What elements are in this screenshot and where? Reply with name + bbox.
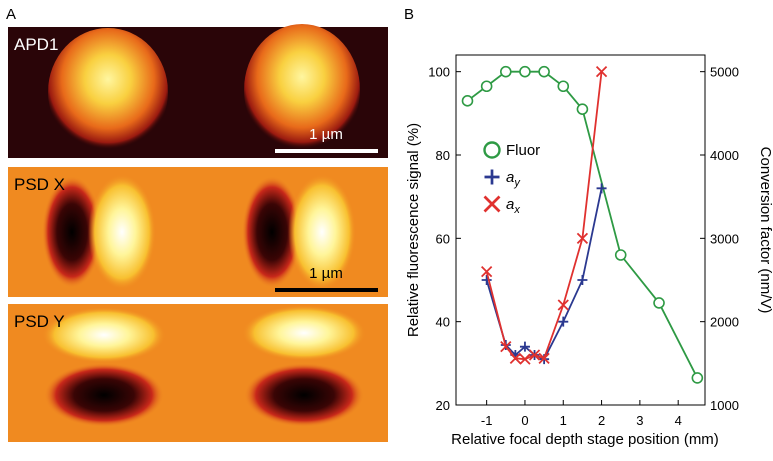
- marker: [519, 353, 531, 365]
- marker: [484, 169, 500, 185]
- marker: [557, 299, 569, 311]
- marker: [653, 297, 665, 309]
- legend-subscript: x: [513, 204, 520, 216]
- x-tick-label: 0: [521, 413, 528, 428]
- x-tick-label: 4: [675, 413, 682, 428]
- y2-axis-label: Conversion factor (nm/V): [757, 147, 773, 314]
- marker: [480, 80, 493, 93]
- marker: [576, 103, 589, 115]
- marker: [499, 65, 512, 78]
- marker: [596, 183, 607, 194]
- x-tick-label: 3: [636, 413, 643, 428]
- legend-label: ay: [506, 169, 521, 189]
- y2-tick-label: 4000: [710, 148, 739, 163]
- y-tick-label: 40: [436, 315, 450, 330]
- scale-label: 1 µm: [309, 265, 343, 282]
- marker: [483, 195, 501, 213]
- marker: [481, 266, 493, 278]
- marker: [509, 352, 522, 364]
- x-axis-label: Relative focal depth stage position (mm): [451, 431, 719, 448]
- legend-symbol: a: [506, 196, 514, 213]
- marker: [595, 66, 608, 78]
- legend-label: ax: [506, 196, 520, 216]
- scale-label: 1 µm: [309, 126, 343, 143]
- heatmap-apd1: 1 µm APD1: [8, 24, 388, 158]
- x-tick-label: 2: [598, 413, 605, 428]
- y-tick-label: 20: [436, 398, 450, 413]
- image-label: APD1: [14, 35, 58, 54]
- marker: [538, 352, 550, 364]
- x-tick-label: 1: [560, 413, 567, 428]
- panel-label: B: [404, 6, 414, 23]
- marker: [461, 95, 474, 107]
- legend-label: Fluor: [506, 142, 540, 159]
- marker: [577, 275, 588, 285]
- y2-tick-label: 1000: [710, 398, 739, 413]
- x-tick-label: -1: [481, 413, 493, 428]
- panel-label: A: [6, 6, 16, 23]
- y-tick-label: 60: [436, 231, 450, 246]
- y2-tick-label: 5000: [710, 65, 739, 80]
- marker: [500, 341, 512, 353]
- series-line: [466, 70, 699, 379]
- plot-frame: [455, 54, 706, 406]
- legend-subscript: y: [513, 177, 521, 189]
- y2-tick-label: 2000: [710, 315, 739, 330]
- marker: [481, 275, 492, 285]
- heatmap-psdx: 1 µm PSD X: [8, 167, 388, 297]
- y2-tick-label: 3000: [710, 231, 739, 246]
- y-tick-label: 80: [436, 148, 450, 163]
- marker: [576, 232, 589, 244]
- y-axis-label: Relative fluorescence signal (%): [405, 123, 422, 337]
- legend-symbol: a: [506, 169, 514, 186]
- marker: [483, 141, 501, 159]
- marker: [614, 249, 627, 261]
- marker: [519, 341, 530, 352]
- heatmap-psdy: PSD Y: [8, 304, 388, 442]
- marker: [557, 80, 570, 93]
- y-tick-label: 100: [428, 65, 450, 80]
- marker: [519, 65, 531, 78]
- image-label: PSD X: [14, 175, 65, 194]
- marker: [691, 372, 704, 384]
- image-label: PSD Y: [14, 312, 65, 331]
- marker: [538, 65, 550, 78]
- marker: [528, 349, 541, 361]
- marker: [558, 316, 569, 327]
